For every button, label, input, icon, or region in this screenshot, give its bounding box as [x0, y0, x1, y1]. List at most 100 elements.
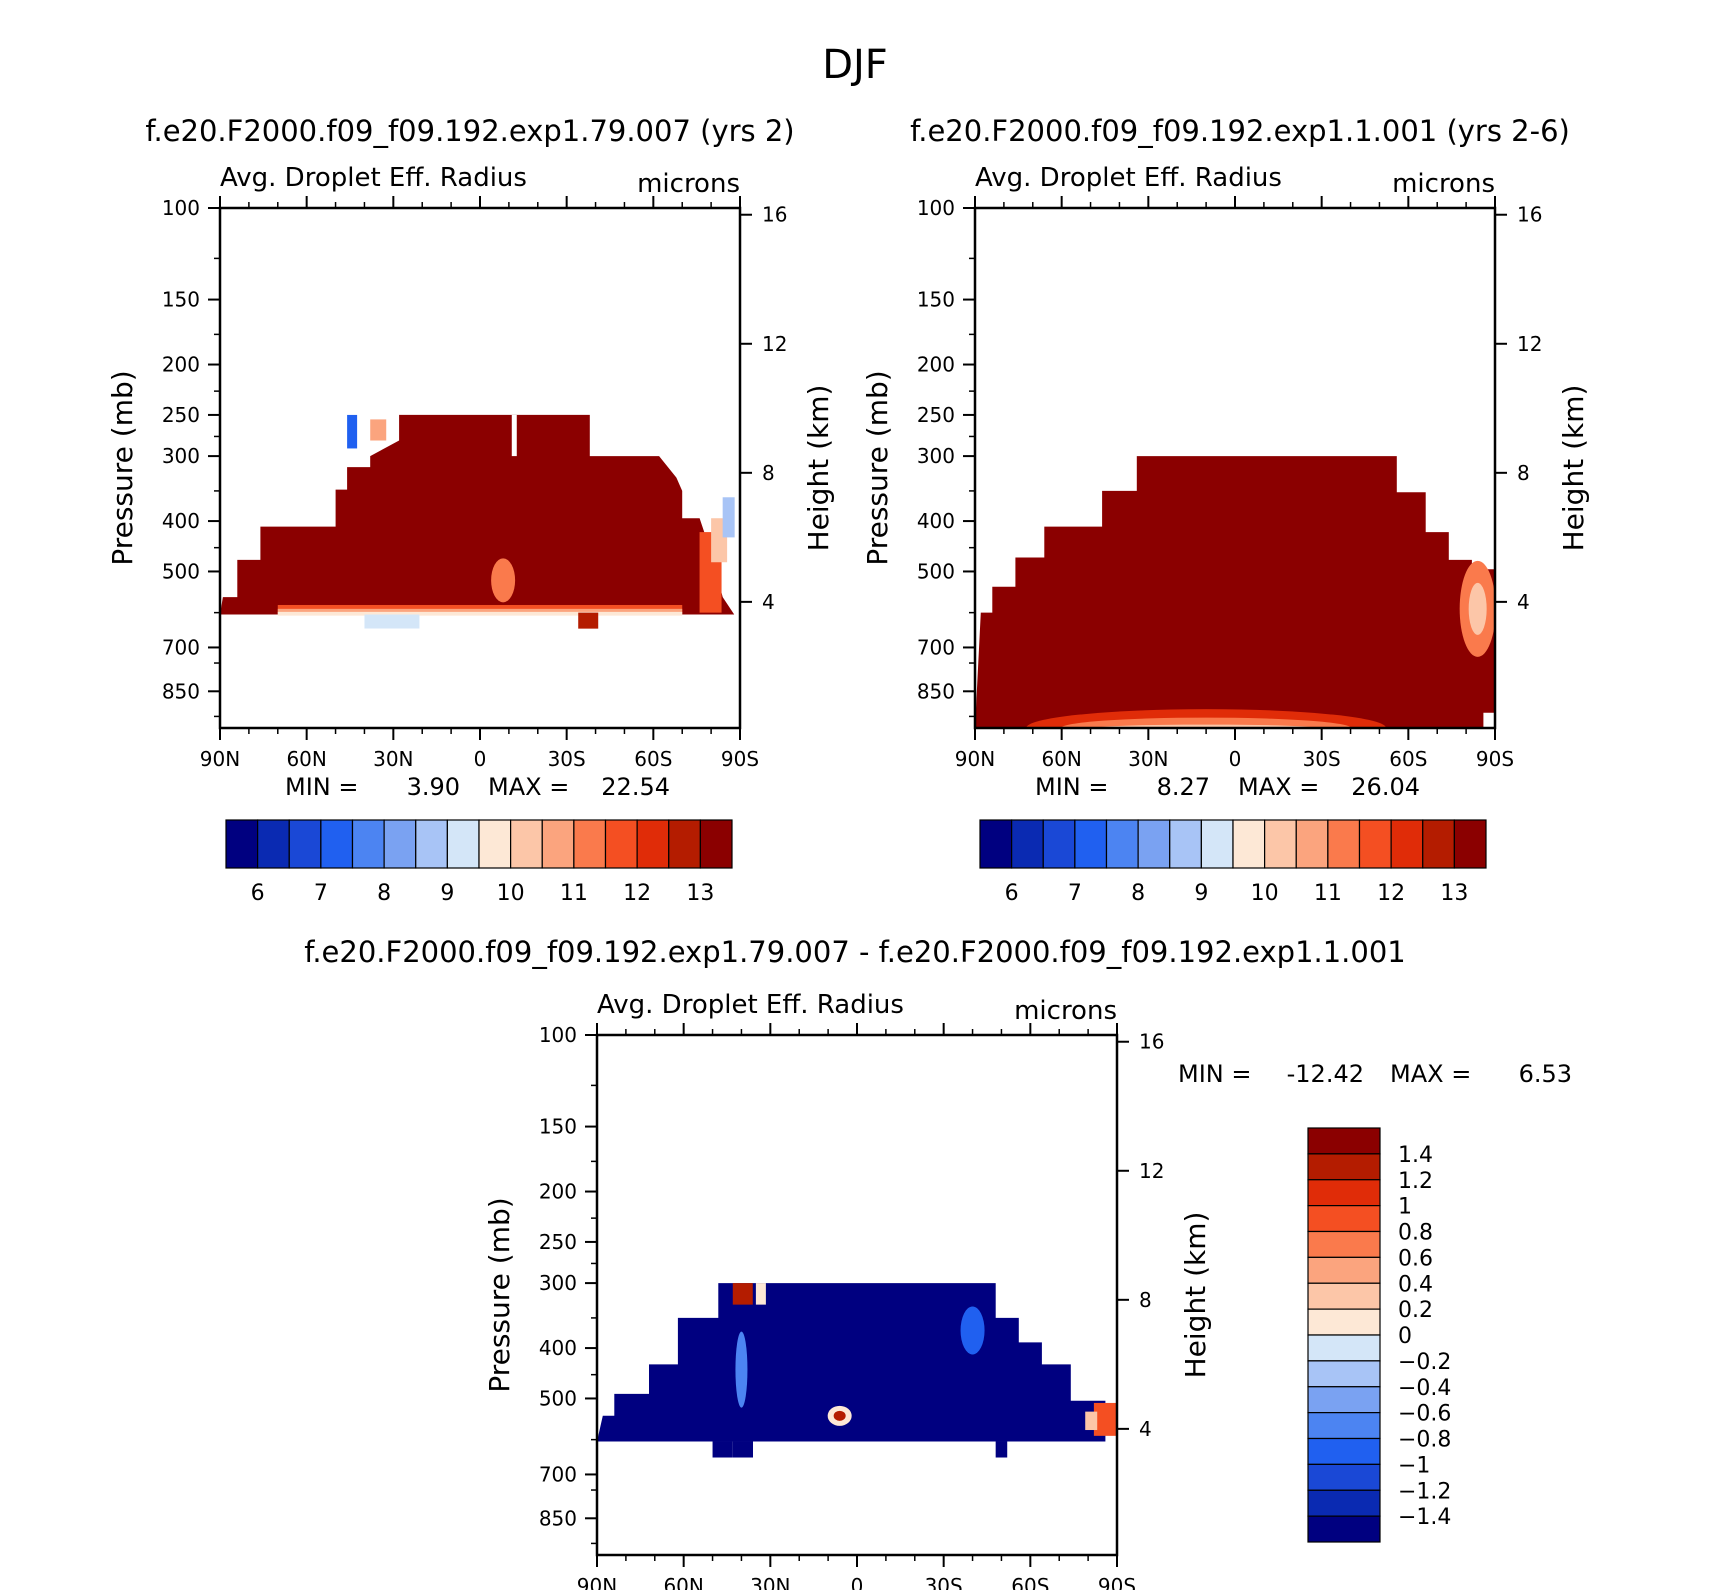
panel1-ytick-label: 850 [162, 679, 200, 703]
panel3-min-label: MIN = [1178, 1060, 1251, 1088]
panel2-ytick-label: 200 [917, 353, 955, 377]
panel1-colorbar: 6 7 8 9 10 11 12 13 [225, 819, 733, 906]
panel3-colorbar-label: −1.2 [1398, 1479, 1451, 1504]
panel1-ytick-label: 300 [162, 444, 200, 468]
panel1-colorbar-swatch [636, 819, 670, 869]
panel1-colorbar-swatch [415, 819, 448, 869]
panel3-ytick-label: 500 [539, 1386, 577, 1410]
panel1-colorbar-swatch [446, 819, 480, 869]
panel1-xtick-label: 60S [634, 747, 672, 771]
panel3-colorbar-swatch [1307, 1256, 1381, 1284]
panel2-ytick-label: 100 [917, 196, 955, 220]
panel3-xtick-label: 30S [925, 1574, 963, 1590]
panel3-colorbar-label: 1.2 [1398, 1169, 1433, 1194]
panel1-field-gap [511, 414, 517, 457]
panel1-ytick-label: 200 [162, 353, 200, 377]
panel3-colorbar-label: 0.4 [1398, 1272, 1433, 1297]
panel2-ytick-label: 850 [917, 679, 955, 703]
panel2-colorbar: 6 7 8 9 10 11 12 13 [979, 819, 1487, 906]
panel2-ytick-label: 500 [917, 559, 955, 583]
panel1-ytick-label: 400 [162, 509, 200, 533]
panel2-colorbar-label: 13 [1440, 881, 1468, 906]
panel3-ytick-label: 850 [539, 1506, 577, 1530]
panel3-xtick-label: 0 [851, 1574, 864, 1590]
panel1-ytick-label: 700 [162, 635, 200, 659]
panel1-ylabel: Pressure (mb) [106, 370, 139, 565]
panel3-colorbar-label: 0.8 [1398, 1221, 1433, 1246]
panel3-xtick-label: 60S [1011, 1574, 1049, 1590]
panel3-ytick-label: 400 [539, 1336, 577, 1360]
panel3-colorbar-swatch [1307, 1412, 1381, 1440]
panel1-colorbar-swatch [478, 819, 512, 869]
panel3-htick-label: 8 [1139, 1288, 1152, 1312]
panel1-colorbar-swatch [573, 819, 607, 869]
panel2-xtick-label: 60N [1041, 747, 1081, 771]
panel3-ylabel: Pressure (mb) [483, 1197, 516, 1392]
panel2-colorbar-label: 11 [1314, 881, 1342, 906]
panel2-colorbar-swatch [1232, 819, 1266, 869]
panel1-field-blob [491, 558, 516, 603]
panel1-htick-label: 8 [762, 461, 775, 485]
panel3-htick-label: 4 [1139, 1417, 1152, 1441]
panel3-field-patch [755, 1283, 766, 1305]
panel1-xtick-label: 30S [548, 747, 586, 771]
panel2-colorbar-label: 10 [1251, 881, 1279, 906]
panel1-field-patch [370, 419, 387, 441]
panel1-colorbar-swatch [225, 819, 259, 869]
panel2-variable: Avg. Droplet Eff. Radius [975, 163, 1282, 193]
panel1-field [220, 414, 735, 629]
panel3-colorbar-label: −1.4 [1398, 1505, 1451, 1530]
figure-title: DJF [822, 42, 888, 88]
panel1-units: microns [637, 169, 740, 199]
panel2-colorbar-swatch [1390, 819, 1424, 869]
panel1-field-patch [364, 614, 420, 629]
panel3-ytick-label: 200 [539, 1180, 577, 1204]
panel1-field-band [277, 604, 683, 613]
panel1-colorbar-swatch [288, 819, 322, 869]
panel3-htick-label: 12 [1139, 1159, 1164, 1183]
panel2-colorbar-swatch [1264, 819, 1297, 869]
panel1-xtick-label: 90S [721, 747, 759, 771]
panel1-colorbar-swatch [351, 819, 385, 869]
panel3-minmax: MIN = -12.42 MAX = 6.53 [1178, 1060, 1572, 1088]
panel1-colorbar-label: 7 [314, 881, 328, 906]
panel2-max-label: MAX = [1238, 773, 1319, 801]
panel2-colorbar-swatch [1169, 819, 1202, 869]
panel3-colorbar-swatch [1307, 1127, 1381, 1155]
panel2-xtick-label: 60S [1389, 747, 1427, 771]
panel2-xtick-label: 30N [1128, 747, 1168, 771]
panel1-field-band [277, 611, 683, 616]
panel1-colorbar-label: 8 [377, 881, 391, 906]
panel2-ytick-label: 400 [917, 509, 955, 533]
panel1-colorbar-label: 11 [560, 881, 588, 906]
panel3-max-value: 6.53 [1519, 1060, 1572, 1088]
panel3-plot: Avg. Droplet Eff. Radius microns 100 150 200… [483, 990, 1212, 1590]
panel1-htick-label: 12 [762, 332, 787, 356]
panel1-max-label: MAX = [488, 773, 569, 801]
panel3-colorbar-label: 1.4 [1398, 1143, 1433, 1168]
panel2-colorbar-swatch [1200, 819, 1234, 869]
panel3-title: f.e20.F2000.f09_f09.192.exp1.79.007 - f.… [304, 935, 1406, 969]
panel1-ytick-label: 100 [162, 196, 200, 220]
panel2-min-label: MIN = [1035, 773, 1108, 801]
panel3-htick-label: 16 [1139, 1030, 1164, 1054]
panel1-min-value: 3.90 [407, 773, 460, 801]
panel3-colorbar-swatch [1307, 1334, 1381, 1362]
panel2-colorbar-swatch [1422, 819, 1455, 869]
panel1-title: f.e20.F2000.f09_f09.192.exp1.79.007 (yrs… [145, 114, 794, 148]
panel3-colorbar-swatch [1307, 1515, 1381, 1543]
panel2-colorbar-label: 9 [1194, 881, 1208, 906]
panel2-colorbar-label: 8 [1131, 881, 1145, 906]
panel2-colorbar-swatch [1137, 819, 1171, 869]
panel1-field-band [277, 608, 683, 615]
panel1-xtick-label: 0 [474, 747, 487, 771]
panel1-htick-label: 16 [762, 203, 787, 227]
panel3-colorbar-swatch [1307, 1179, 1381, 1207]
panel1-field-dominant [220, 414, 735, 615]
panel1-colorbar-swatch [257, 819, 290, 869]
panel3-colorbar-swatch [1307, 1489, 1381, 1517]
panel3-colorbar-swatch [1307, 1205, 1381, 1233]
panel2-ytick-label: 300 [917, 444, 955, 468]
panel2-htick-label: 4 [1517, 590, 1530, 614]
